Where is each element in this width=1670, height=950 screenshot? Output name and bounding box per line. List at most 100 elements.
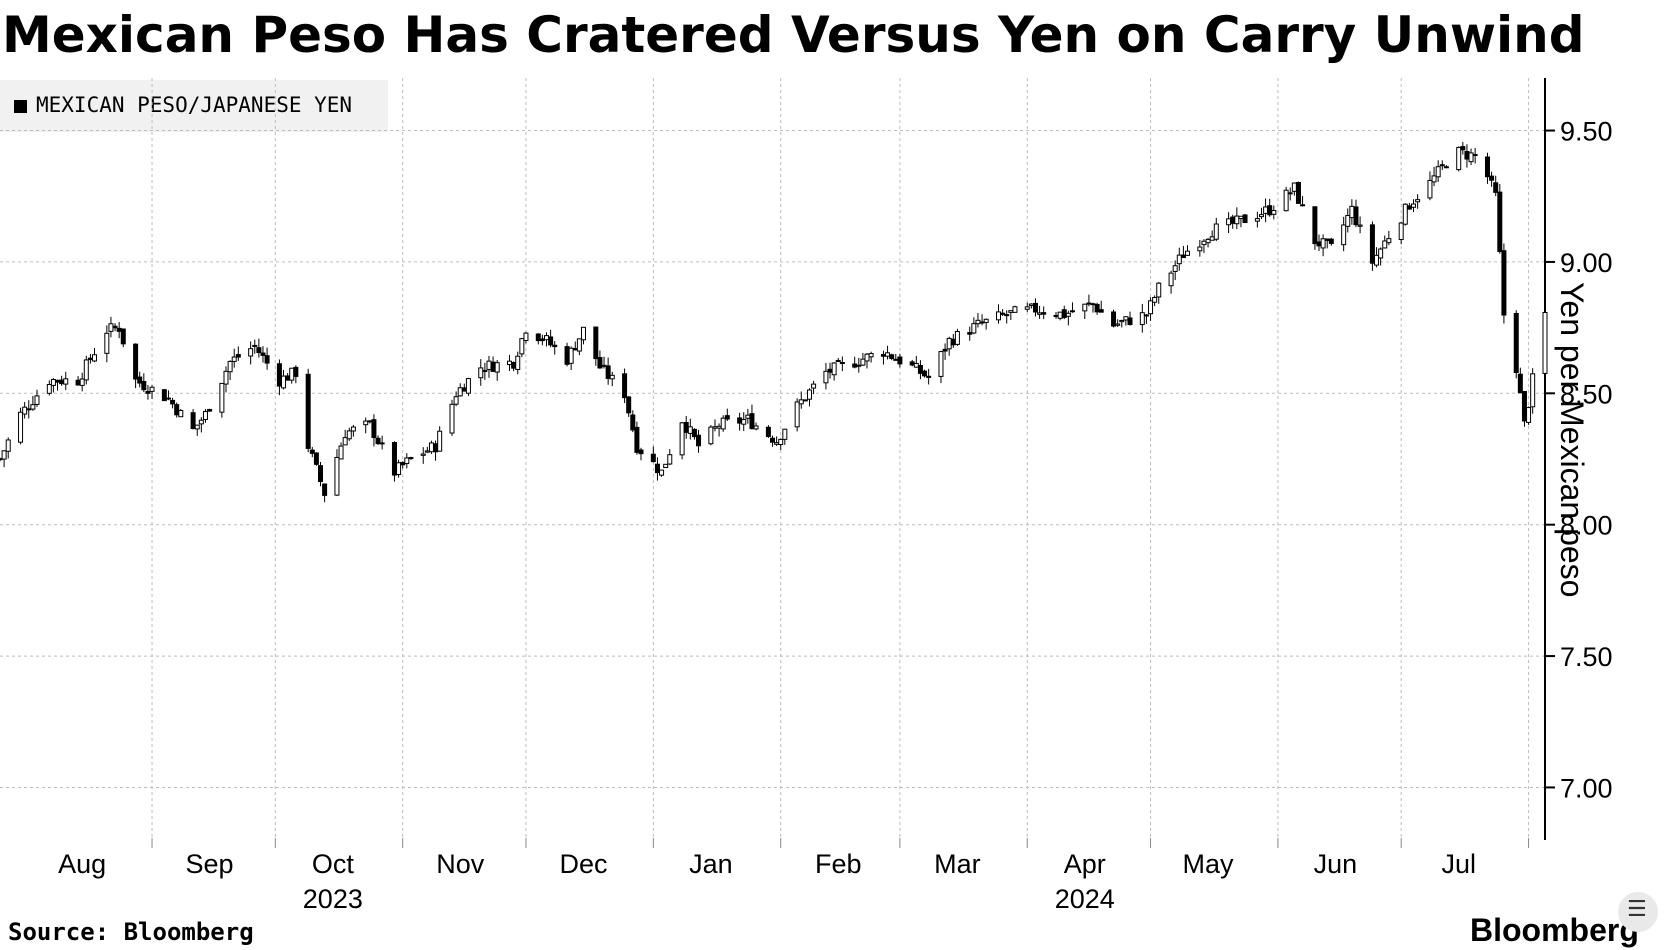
- candle-body: [1119, 319, 1125, 323]
- candle-body: [1328, 238, 1334, 244]
- candle-body: [679, 422, 685, 456]
- candle-body: [975, 319, 981, 325]
- axes: [151, 78, 1555, 848]
- source-note: Source: Bloomberg: [8, 918, 254, 946]
- candle-body: [1501, 250, 1507, 316]
- candle-body: [453, 396, 459, 405]
- candle-body: [1115, 323, 1121, 326]
- candle-body: [1090, 303, 1096, 306]
- candle-body: [428, 442, 434, 453]
- candle-body: [1402, 203, 1408, 225]
- candle-body: [950, 338, 956, 346]
- candle-body: [22, 406, 28, 415]
- candle-body: [909, 361, 915, 366]
- x-tick-label: Jun: [1314, 849, 1358, 879]
- candle-body: [798, 399, 804, 405]
- candle-body: [626, 396, 632, 414]
- candle-body: [515, 355, 521, 370]
- candle-body: [63, 378, 69, 385]
- candle-body: [597, 357, 603, 369]
- candle-body: [256, 347, 262, 353]
- candle-body: [667, 454, 673, 465]
- candle-body: [1037, 312, 1043, 315]
- candle-body: [1172, 265, 1178, 272]
- candle-body: [420, 453, 426, 456]
- candle-body: [18, 411, 24, 443]
- candle-body: [576, 338, 582, 352]
- candle-body: [227, 360, 233, 373]
- candle-body: [724, 415, 730, 420]
- candle-body: [1468, 152, 1474, 163]
- candle-body: [979, 321, 985, 324]
- x-tick-label: Mar: [934, 849, 981, 879]
- candle-body: [568, 347, 574, 364]
- candle-body: [1024, 306, 1030, 310]
- candle-body: [1464, 150, 1470, 160]
- candle-body: [83, 359, 89, 381]
- candle-body: [1032, 302, 1038, 313]
- candle-body: [174, 404, 180, 416]
- candle-body: [967, 332, 973, 335]
- candle-body: [170, 399, 176, 405]
- candle-body: [1008, 310, 1014, 313]
- candle-body: [1143, 314, 1149, 317]
- menu-icon[interactable]: [1618, 892, 1658, 932]
- candle-body: [145, 391, 151, 394]
- candle-body: [207, 408, 213, 412]
- candle-body: [1176, 254, 1182, 265]
- candle-body: [5, 439, 11, 452]
- candle-body: [802, 399, 808, 402]
- candle-body: [313, 452, 319, 465]
- candle-body: [1234, 215, 1240, 225]
- candle-body: [511, 362, 517, 369]
- y-tick-label: 9.50: [1560, 117, 1613, 147]
- candle-body: [564, 346, 570, 365]
- candle-body: [868, 353, 874, 358]
- candle-body: [1526, 407, 1532, 423]
- candle-body: [408, 457, 414, 460]
- candle-body: [342, 437, 348, 446]
- candle-body: [1517, 373, 1523, 394]
- candle-body: [165, 397, 171, 400]
- candle-body: [852, 363, 858, 368]
- candle-body: [178, 410, 184, 418]
- candle-body: [1345, 215, 1351, 227]
- candle-body: [654, 463, 660, 474]
- candle-body: [893, 358, 899, 361]
- x-tick-label: Jan: [689, 849, 733, 879]
- candle-body: [593, 326, 599, 360]
- grid: [0, 78, 1545, 840]
- candle-body: [609, 374, 615, 380]
- candle-body: [946, 337, 952, 350]
- candle-body: [971, 323, 977, 334]
- candle-body: [1267, 205, 1273, 216]
- candle-body: [293, 366, 299, 377]
- candle-body: [983, 318, 989, 323]
- candle-body: [1320, 238, 1326, 249]
- candle-body: [190, 412, 196, 429]
- candle-body: [202, 410, 208, 420]
- candle-body: [831, 362, 837, 376]
- candle-body: [856, 364, 862, 367]
- candle-body: [486, 360, 492, 370]
- candle-body: [1156, 282, 1162, 298]
- candle-body: [1357, 224, 1363, 227]
- candle-body: [1353, 206, 1359, 226]
- candle-body: [663, 463, 669, 468]
- candle-body: [465, 378, 471, 394]
- candle-body: [1287, 192, 1293, 195]
- candle-body: [1295, 182, 1301, 204]
- candle-body: [1180, 254, 1186, 259]
- candle-body: [367, 420, 373, 423]
- candle-body: [1427, 179, 1433, 199]
- candle-body: [1082, 303, 1088, 312]
- candle-body: [753, 425, 759, 430]
- candle-body: [687, 426, 693, 434]
- candle-body: [1472, 154, 1478, 157]
- candle-body: [1312, 206, 1318, 245]
- x-tick-label: Apr: [1064, 849, 1106, 879]
- candle-body: [605, 365, 611, 379]
- x-tick-label: Nov: [436, 849, 485, 879]
- x-year-label: 2023: [303, 884, 363, 914]
- candle-body: [765, 426, 771, 437]
